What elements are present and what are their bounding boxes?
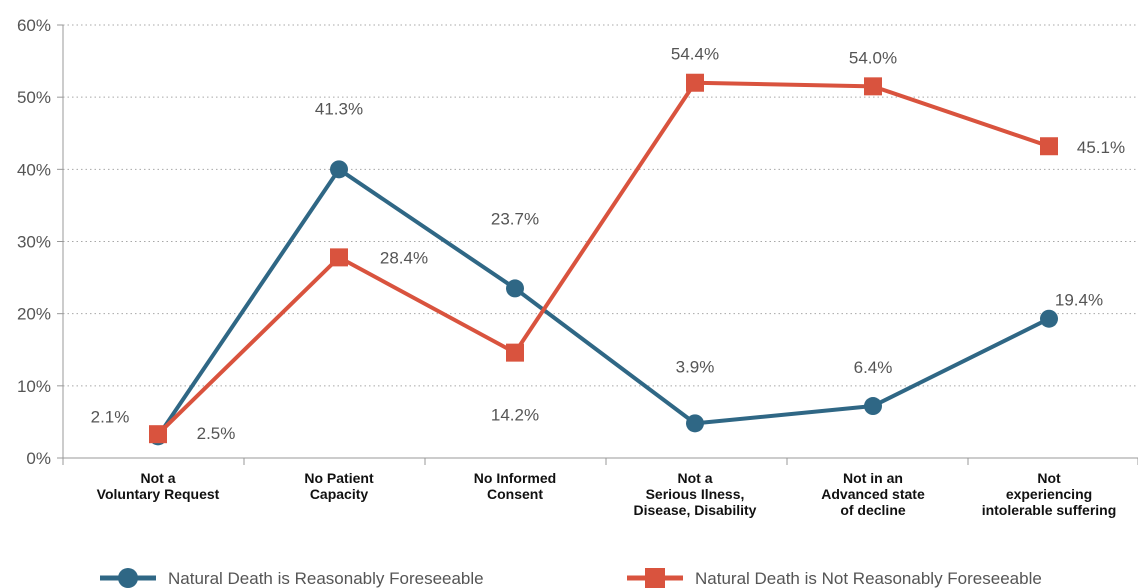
data-point: [864, 77, 882, 96]
category-label: Not a Voluntary Request: [97, 470, 220, 502]
data-label: 45.1%: [1077, 138, 1125, 157]
legend-label: Natural Death is Reasonably Foreseeable: [168, 569, 484, 588]
data-point: [330, 160, 348, 179]
category-label-line: Disease, Disability: [634, 502, 757, 518]
y-tick-label: 60%: [17, 16, 51, 35]
data-point: [1040, 309, 1058, 328]
y-tick-label: 10%: [17, 377, 51, 396]
y-tick-label: 50%: [17, 88, 51, 107]
series-line: [156, 167, 1050, 438]
legend: Natural Death is Reasonably Foreseeable N…: [100, 568, 1042, 588]
series-line: [156, 80, 1050, 436]
data-label: 6.4%: [854, 358, 893, 377]
data-point: [330, 248, 348, 267]
data-point: [506, 343, 524, 362]
data-label: 3.9%: [676, 357, 715, 376]
y-tick-label: 40%: [17, 160, 51, 179]
series-1: [149, 160, 1058, 446]
axes: [62, 25, 1138, 465]
data-label: 28.4%: [380, 248, 428, 267]
category-label-line: Not: [1037, 470, 1061, 486]
category-label-line: Not a: [141, 470, 176, 486]
category-label-line: No Informed: [474, 470, 556, 486]
data-label: 54.4%: [671, 45, 719, 64]
y-tick-label: 20%: [17, 305, 51, 324]
legend-item-2: Natural Death is Not Reasonably Foreseea…: [627, 568, 1042, 588]
data-point: [686, 73, 704, 92]
data-labels: 2.1% 41.3% 23.7% 3.9% 6.4% 19.4% 2.5% 28.4% 14.2…: [91, 45, 1125, 443]
data-point: [1040, 137, 1058, 156]
data-label: 41.3%: [315, 99, 363, 118]
legend-marker: [118, 568, 138, 588]
category-label-line: Not in an: [843, 470, 903, 486]
category-label-line: Capacity: [310, 486, 369, 502]
category-label: Not experiencing intolerable suffering: [982, 470, 1117, 518]
data-point: [686, 414, 704, 433]
category-label: Not a Serious Ilness, Disease, Disability: [634, 470, 757, 518]
data-point: [149, 425, 167, 444]
data-label: 19.4%: [1055, 291, 1103, 310]
y-tick-label: 30%: [17, 233, 51, 252]
data-label: 2.5%: [197, 424, 236, 443]
category-label-line: experiencing: [1006, 486, 1092, 502]
category-label-line: Voluntary Request: [97, 486, 220, 502]
y-tick-labels: 0% 10% 20% 30% 40% 50% 60%: [17, 16, 51, 468]
category-label-line: of decline: [840, 502, 906, 518]
series-layer: [149, 73, 1058, 446]
category-label: No Informed Consent: [474, 470, 556, 502]
category-label: Not in an Advanced state of decline: [821, 470, 925, 518]
data-point: [864, 397, 882, 416]
category-label-line: Consent: [487, 486, 543, 502]
grid-lines: [57, 24, 1138, 459]
legend-marker: [645, 568, 665, 588]
category-label-line: Not a: [678, 470, 713, 486]
data-label: 23.7%: [491, 209, 539, 228]
category-label-line: Advanced state: [821, 486, 925, 502]
data-point: [506, 279, 524, 298]
category-label-line: intolerable suffering: [982, 502, 1117, 518]
data-label: 14.2%: [491, 406, 539, 425]
y-tick-label: 0%: [26, 449, 51, 468]
category-label-line: Serious Ilness,: [646, 486, 745, 502]
series-2: [149, 73, 1058, 444]
legend-item-1: Natural Death is Reasonably Foreseeable: [100, 568, 484, 588]
category-label-line: No Patient: [304, 470, 374, 486]
legend-label: Natural Death is Not Reasonably Foreseea…: [695, 569, 1042, 588]
data-label: 2.1%: [91, 407, 130, 426]
data-label: 54.0%: [849, 48, 897, 67]
category-label: No Patient Capacity: [304, 470, 374, 502]
